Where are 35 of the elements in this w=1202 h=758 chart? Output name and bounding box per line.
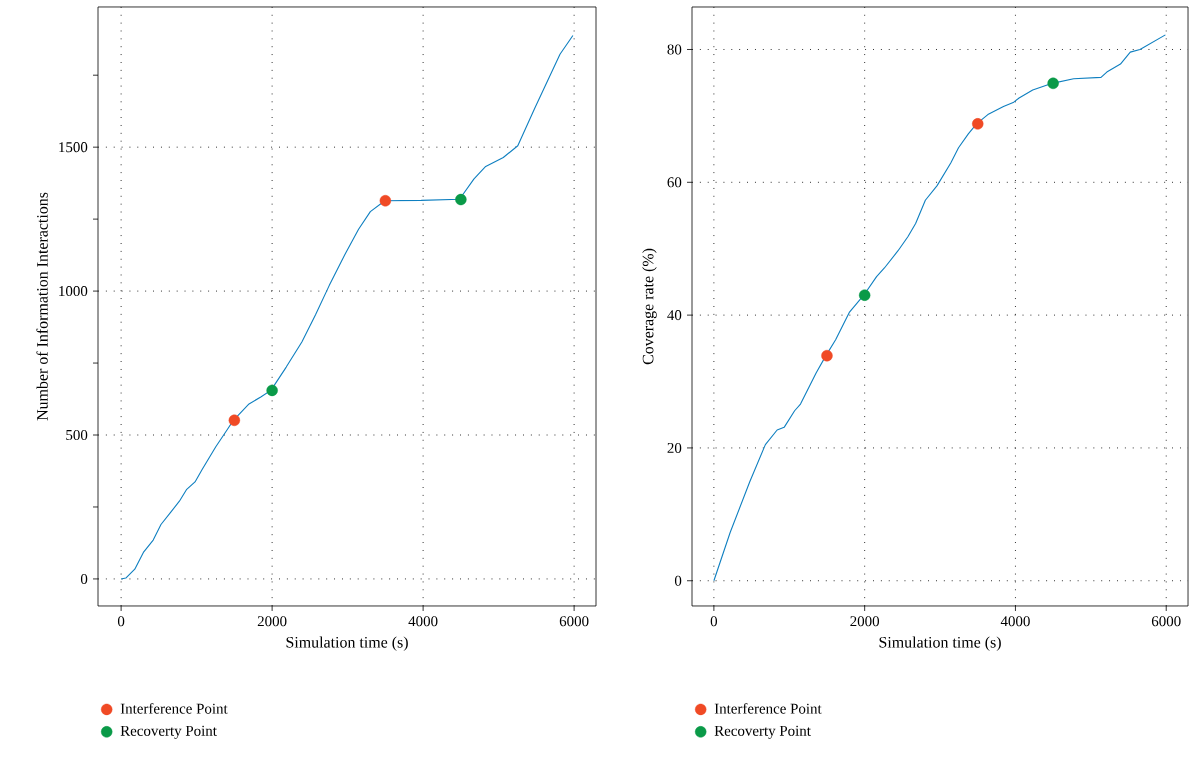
line-series [120, 34, 574, 580]
x-tick-label: 6000 [559, 616, 589, 627]
y-tick-label: 80 [667, 44, 682, 55]
x-tick-label: 4000 [1000, 616, 1030, 627]
y-tick-label: 1000 [59, 286, 88, 297]
legend-label: Interference Point [714, 703, 822, 714]
y-tick-label: 40 [667, 310, 682, 321]
y-tick-label: 60 [667, 177, 682, 188]
y-axis-title: Number of Information Interactions [36, 192, 48, 421]
x-tick-label: 6000 [1151, 616, 1181, 627]
legend-label: Recoverty Point [714, 725, 811, 739]
x-tick-label: 4000 [408, 616, 438, 627]
x-tick-label: 2000 [257, 616, 287, 627]
point [972, 118, 984, 130]
x-tick-label: 0 [710, 616, 718, 627]
x-tick-label: 0 [117, 616, 125, 627]
legend-label: Interference Point [120, 703, 228, 714]
line-series [713, 34, 1166, 582]
y-tick-label: 500 [66, 429, 88, 441]
point [379, 195, 392, 207]
y-tick-label: 20 [667, 442, 682, 453]
point [228, 414, 241, 427]
point [266, 384, 278, 397]
legend-label: Recoverty Point [120, 725, 217, 739]
point [858, 289, 871, 301]
point [1047, 77, 1059, 90]
x-tick-label: 2000 [850, 616, 880, 627]
y-tick-label: 0 [674, 575, 682, 586]
y-axis-title: Coverage rate (%) [642, 248, 657, 365]
y-tick-label: 1500 [59, 142, 88, 153]
x-axis-title: Simulation time (s) [879, 636, 1001, 651]
y-tick-label: 0 [80, 573, 88, 584]
point [821, 349, 833, 362]
point [455, 193, 467, 206]
x-axis-title: Simulation time (s) [286, 636, 408, 651]
